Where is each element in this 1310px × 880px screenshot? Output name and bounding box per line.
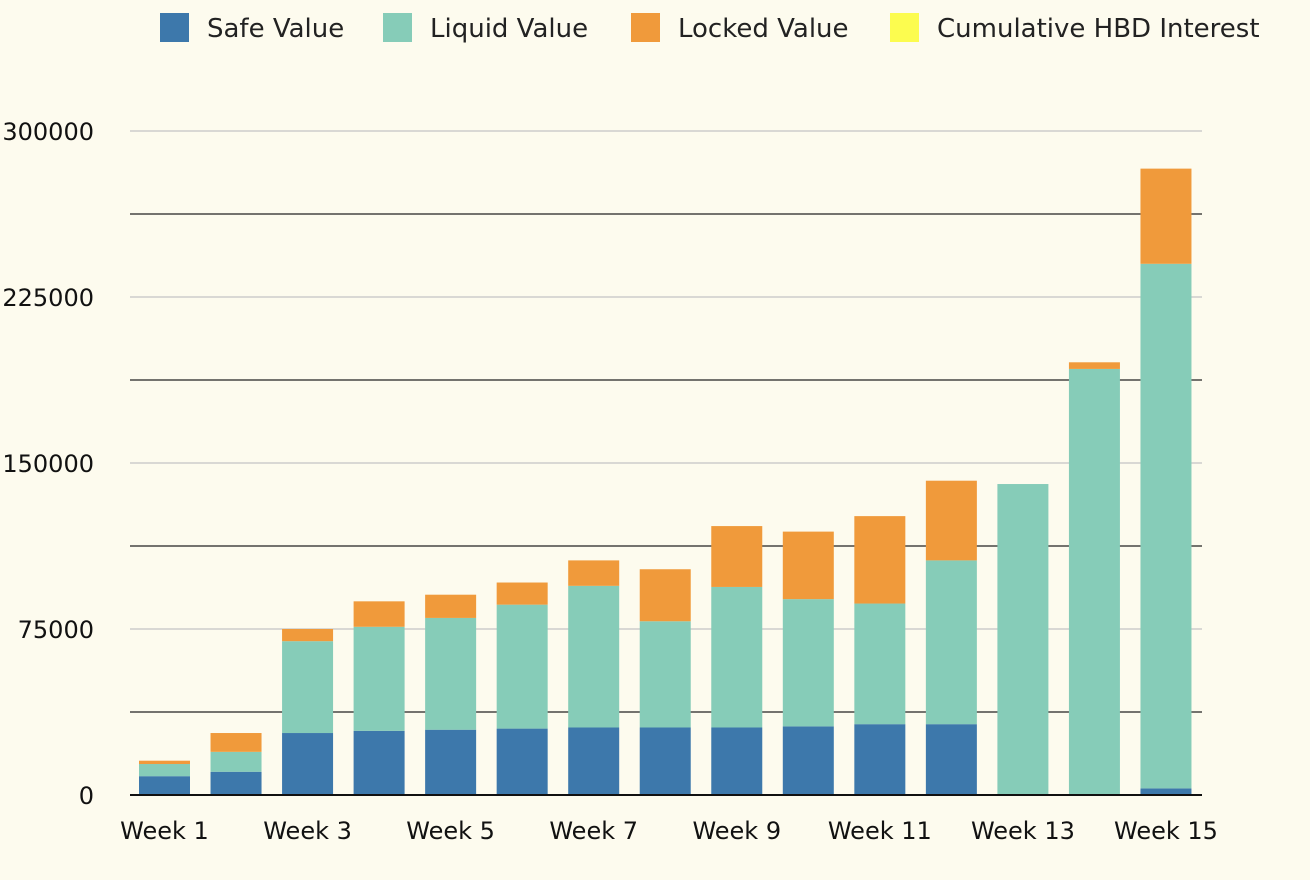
bar-liquid-value-week-7: [568, 585, 620, 728]
x-tick-label: Week 11: [828, 817, 932, 845]
y-tick-label: 225000: [2, 284, 94, 312]
bar-safe-value-week-4: [353, 730, 405, 795]
bar-locked-value-week-4: [353, 601, 405, 627]
y-tick-label: 300000: [2, 118, 94, 146]
bar-safe-value-week-11: [854, 724, 906, 795]
bar-liquid-value-week-6: [496, 604, 548, 729]
x-tick-label: Week 7: [549, 817, 638, 845]
bar-safe-value-week-5: [425, 729, 477, 795]
bar-liquid-value-week-10: [782, 599, 834, 727]
x-tick-label: Week 9: [692, 817, 781, 845]
bar-safe-value-week-2: [210, 771, 262, 795]
bar-locked-value-week-14: [1068, 362, 1120, 369]
x-axis: Week 1 Week 3 Week 5 Week 7 Week 9 Week 11 Wee…: [120, 794, 1218, 845]
bar-locked-value-week-7: [568, 560, 620, 586]
legend-label-safe-value: Safe Value: [207, 14, 344, 44]
legend-swatch-safe-value: [160, 13, 189, 42]
bar-locked-value-week-8: [639, 569, 691, 622]
x-tick-label: Week 3: [263, 817, 352, 845]
bar-safe-value-week-7: [568, 727, 620, 795]
bar-locked-value-week-15: [1140, 168, 1192, 264]
bar-liquid-value-week-12: [925, 560, 977, 725]
x-tick-label: Week 1: [120, 817, 209, 845]
legend-label-cumulative-hbd-interest: Cumulative HBD Interest: [937, 14, 1260, 44]
x-tick-label: Week 15: [1114, 817, 1218, 845]
bar-locked-value-week-11: [854, 516, 906, 604]
bar-locked-value-week-9: [711, 526, 763, 587]
bar-safe-value-week-1: [139, 776, 190, 795]
bar-liquid-value-week-2: [210, 751, 262, 772]
bar-safe-value-week-15: [1140, 788, 1192, 795]
bars: [139, 168, 1192, 795]
bar-liquid-value-week-5: [425, 617, 477, 730]
bar-liquid-value-week-1: [139, 764, 190, 777]
legend-swatch-liquid-value: [383, 13, 412, 42]
bar-locked-value-week-2: [210, 733, 262, 752]
bar-liquid-value-week-14: [1068, 368, 1120, 795]
legend: Safe Value Liquid Value Locked Value Cumula…: [160, 13, 1260, 44]
bar-safe-value-week-8: [639, 727, 691, 795]
bar-liquid-value-week-13: [997, 484, 1049, 795]
x-tick-label: Week 13: [971, 817, 1075, 845]
bar-liquid-value-week-11: [854, 603, 906, 725]
y-axis: 0 75000 150000 225000 300000: [2, 118, 94, 810]
bar-liquid-value-week-8: [639, 621, 691, 728]
legend-label-locked-value: Locked Value: [678, 14, 849, 44]
bar-liquid-value-week-15: [1140, 263, 1192, 789]
bar-locked-value-week-6: [496, 582, 548, 605]
bar-liquid-value-week-4: [353, 626, 405, 731]
bar-safe-value-week-6: [496, 728, 548, 795]
y-tick-label: 75000: [18, 616, 94, 644]
y-tick-label: 150000: [2, 450, 94, 478]
bar-safe-value-week-12: [925, 724, 977, 795]
bar-locked-value-week-1: [139, 760, 190, 765]
x-tick-label: Week 5: [406, 817, 495, 845]
bar-safe-value-week-3: [282, 733, 334, 795]
legend-swatch-cumulative-hbd-interest: [890, 13, 919, 42]
bar-safe-value-week-10: [782, 726, 834, 795]
bar-liquid-value-week-9: [711, 586, 763, 728]
bar-liquid-value-week-3: [282, 641, 334, 734]
legend-label-liquid-value: Liquid Value: [430, 14, 588, 44]
y-tick-label: 0: [79, 782, 94, 810]
bar-locked-value-week-3: [282, 629, 334, 642]
legend-swatch-locked-value: [631, 13, 660, 42]
bar-locked-value-week-12: [925, 480, 977, 561]
bar-locked-value-week-10: [782, 531, 834, 600]
bar-safe-value-week-9: [711, 727, 763, 795]
bar-locked-value-week-5: [425, 594, 477, 618]
